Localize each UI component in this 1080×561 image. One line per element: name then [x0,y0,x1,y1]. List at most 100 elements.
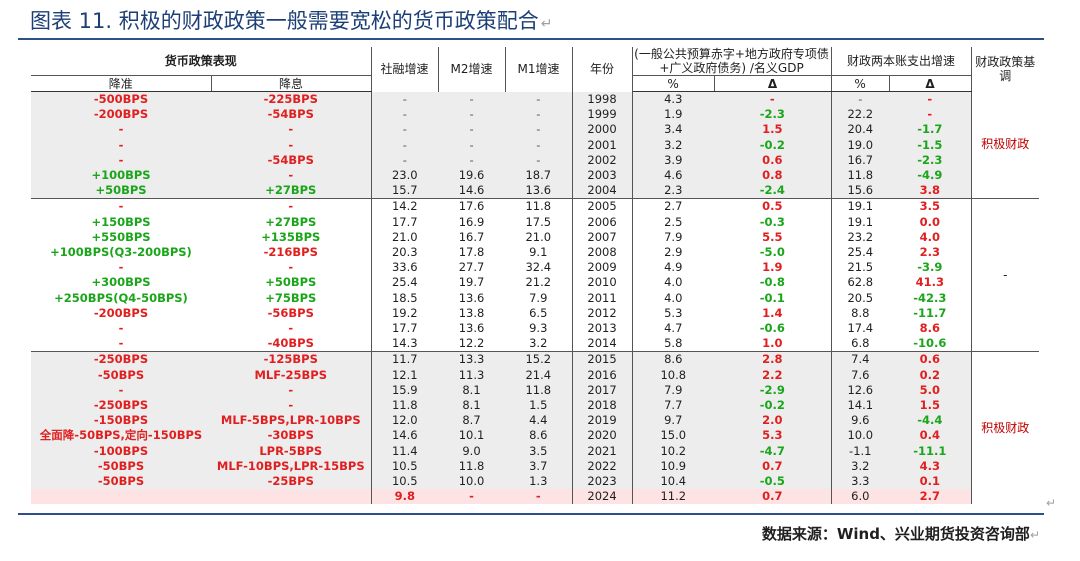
table-cell: -1.7 [889,122,972,138]
cell-rate: MLF-10BPS,LPR-15BPS [216,458,365,473]
cell-m1: 3.5 [529,443,548,458]
cell-year: 2003 [587,168,617,183]
cell-exp: 19.1 [847,199,874,214]
cell-year: 2024 [587,489,617,504]
table-cell: 1.3 [505,474,573,490]
cell-m2: 13.8 [458,305,485,320]
header-deficit-delta: Δ [714,75,832,92]
cell-year: 2014 [587,336,617,351]
cell-def: 2.9 [664,245,683,260]
table-cell: 2018 [572,398,633,414]
cell-def-d: 2.8 [762,352,783,367]
table-cell: 2.2 [714,367,832,383]
cell-def-d: 5.3 [762,428,783,443]
table-cell: 14.1 [831,398,890,414]
fiscal-tone-cell: 积极财政 [971,91,1040,199]
table-cell: -4.9 [889,168,972,184]
cell-exp-d: -1.5 [917,137,943,152]
table-cell: 6.0 [831,489,890,505]
table-cell: -56BPS [211,305,372,322]
table-cell: 16.7 [831,152,890,169]
cell-rrr: +250BPS(Q4-50BPS) [54,290,188,305]
cell-year: 2002 [587,152,617,167]
table-cell: 1.5 [714,122,832,138]
table-cell: 0.2 [889,367,972,383]
cell-m1: 3.2 [529,336,548,351]
cell-def-d: -5.0 [759,245,785,260]
cell-def-d: 1.4 [762,305,783,320]
table-cell: 7.6 [831,367,890,383]
table-cell: -4.7 [714,443,832,459]
cell-m1: 7.9 [529,290,548,305]
table-cell: 13.6 [505,183,573,199]
table-cell: 11.3 [438,367,506,383]
table-cell: 9.1 [505,245,573,261]
table-cell: +50BPS [211,275,372,291]
cell-exp-d: 1.5 [919,398,940,413]
table-cell: 20.5 [831,291,889,306]
table-row: - - 17.7 13.6 9.3 2013 4.7 -0.6 17.4 8.6 [31,321,1039,337]
table-cell: 2016 [572,367,633,383]
cell-exp: 7.6 [851,367,870,382]
cell-def-d: -0.1 [759,290,785,305]
table-cell: 2019 [572,413,633,429]
cell-tsf: 14.2 [391,199,418,214]
cell-def: 10.9 [660,458,687,473]
table-cell: 4.3 [632,91,715,108]
table-cell: 12.1 [371,367,439,383]
cell-exp-d: 0.2 [919,367,940,382]
table-cell: - [371,107,439,123]
cell-exp-d: 0.4 [919,428,940,443]
table-cell: 4.4 [505,413,573,429]
cell-def-d: -2.4 [759,183,785,198]
cell-year: 2023 [587,474,617,489]
table-cell: 3.4 [632,122,715,138]
cell-m2: - [469,489,474,504]
table-cell: 1.5 [505,398,573,414]
cell-m1: - [536,137,541,152]
table-cell: -50BPS [31,474,211,490]
cell-exp-d: - [927,92,933,106]
table-row: -50BPS -25BPS 10.5 10.0 1.3 2023 10.4 -0.5 3.3 0.… [31,474,1039,490]
cell-def-d: 2.0 [762,413,783,428]
cell-rate: -225BPS [263,92,318,106]
table-cell: 1999 [572,107,633,123]
table-cell: +100BPS(Q3-200BPS) [31,245,211,260]
cell-tsf: 11.8 [391,398,418,413]
cell-def: 3.4 [664,122,683,137]
cell-exp-d: 2.7 [919,489,940,504]
table-cell: 11.8 [505,382,573,399]
table-cell: 1.9 [632,107,715,123]
header-year: 年份 [572,47,633,92]
table-cell: 3.8 [889,183,972,199]
return-mark-icon: ↵ [1029,528,1040,542]
table-cell: - [211,122,372,138]
table-cell: -5.0 [714,245,832,261]
cell-rate: - [288,122,294,137]
table-cell: 22.2 [831,107,890,123]
cell-m1: - [536,152,541,167]
table-cell: MLF-10BPS,LPR-15BPS [211,458,372,475]
cell-exp-d: -1.7 [917,122,943,137]
table-cell: 20.3 [371,245,438,260]
cell-m2: 8.1 [462,398,481,413]
cell-exp: 20.4 [847,122,874,137]
table-cell: 19.2 [371,306,438,321]
table-cell: - [505,107,573,123]
table-row: - - 15.9 8.1 11.8 2017 7.9 -2.9 12.6 5.0 [31,382,1039,399]
cell-def: 11.2 [660,489,687,504]
table-cell: 3.5 [505,443,573,459]
cell-tsf: - [402,137,407,152]
table-cell: 19.0 [831,137,890,153]
table-cell: 25.4 [831,245,889,260]
table-cell: -10.6 [889,336,972,352]
table-cell: +27BPS [211,214,372,230]
table-cell: -0.3 [714,214,832,230]
cell-tsf: 20.3 [391,245,418,260]
table-cell: 0.5 [714,198,832,215]
cell-rrr: -50BPS [97,458,145,473]
table-cell: 27.7 [438,260,505,275]
table-cell: 18.5 [371,291,438,306]
table-row: -50BPS MLF-25BPS 12.1 11.3 21.4 2016 10.8 2.2 7.… [31,367,1039,383]
cell-exp-d: -3.9 [917,260,943,275]
